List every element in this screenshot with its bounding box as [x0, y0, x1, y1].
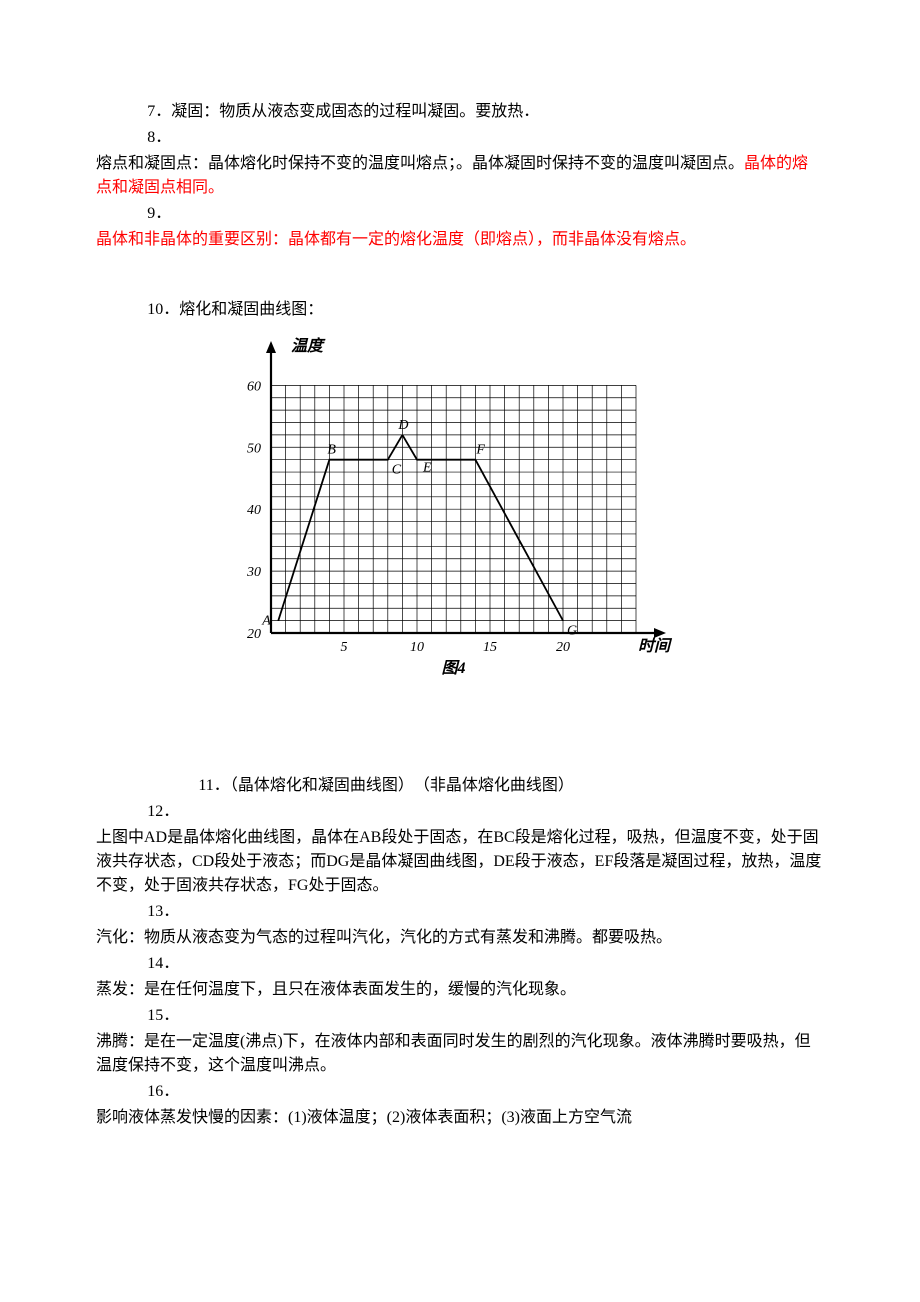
item-13: 13． [96, 900, 824, 924]
svg-text:A: A [261, 614, 271, 629]
item-12-body: 上图中AD是晶体熔化曲线图，晶体在AB段处于固态，在BC段是熔化过程，吸热，但温… [96, 826, 824, 898]
item-9-num: 9． [147, 205, 171, 222]
item-11-text: （晶体熔化和凝固曲线图） （非晶体熔化曲线图） [230, 777, 574, 794]
svg-text:20: 20 [556, 640, 570, 655]
item-10: 10．熔化和凝固曲线图： [96, 298, 824, 322]
svg-text:E: E [422, 461, 432, 476]
item-13-body: 汽化：物质从液态变为气态的过程叫汽化，汽化的方式有蒸发和沸腾。都要吸热。 [96, 926, 824, 950]
item-11: 11．（晶体熔化和凝固曲线图） （非晶体熔化曲线图） [96, 774, 824, 798]
item-16-body: 影响液体蒸发快慢的因素：(1)液体温度；(2)液体表面积；(3)液面上方空气流 [96, 1106, 824, 1130]
item-15-num: 15． [147, 1007, 179, 1024]
svg-text:15: 15 [483, 640, 497, 655]
item-14-num: 14． [147, 955, 179, 972]
svg-text:G: G [567, 624, 577, 639]
item-16-num: 16． [147, 1083, 179, 1100]
item-12-num: 12． [147, 803, 179, 820]
item-8-num: 8． [147, 129, 171, 146]
svg-text:B: B [327, 443, 336, 458]
item-14-body: 蒸发：是在任何温度下，且只在液体表面发生的，缓慢的汽化现象。 [96, 978, 824, 1002]
svg-text:5: 5 [341, 640, 348, 655]
item-8-body-black: 熔点和凝固点：晶体熔化时保持不变的温度叫熔点；。晶体凝固时保持不变的温度叫凝固点… [96, 155, 744, 172]
svg-text:30: 30 [246, 565, 261, 580]
svg-text:50: 50 [247, 441, 261, 456]
svg-text:D: D [397, 418, 408, 433]
item-13-num: 13． [147, 903, 179, 920]
item-8: 8． [96, 126, 824, 150]
item-16: 16． [96, 1080, 824, 1104]
item-12: 12． [96, 800, 824, 824]
svg-text:20: 20 [247, 627, 261, 642]
svg-text:温度: 温度 [291, 337, 326, 355]
item-9: 9． [96, 202, 824, 226]
svg-text:C: C [392, 463, 402, 478]
melting-solidification-chart: 20 30 40 50 60 5 10 15 20 温度时间 A B C D E F G 图4 [206, 328, 824, 698]
item-7-text: 凝固：物质从液态变成固态的过程叫凝固。要放热． [171, 103, 539, 120]
spacer-2 [96, 704, 824, 774]
chart-svg: 20 30 40 50 60 5 10 15 20 温度时间 A B C D E F G 图4 [206, 328, 686, 698]
svg-text:图4: 图4 [441, 659, 465, 677]
item-10-num: 10． [147, 301, 179, 318]
spacer-1 [96, 254, 824, 298]
item-9-body: 晶体和非晶体的重要区别：晶体都有一定的熔化温度（即熔点），而非晶体没有熔点。 [96, 228, 824, 252]
item-10-text: 熔化和凝固曲线图： [179, 301, 323, 318]
item-7-num: 7． [147, 103, 171, 120]
item-8-body: 熔点和凝固点：晶体熔化时保持不变的温度叫熔点；。晶体凝固时保持不变的温度叫凝固点… [96, 152, 824, 200]
svg-text:40: 40 [247, 503, 261, 518]
item-7: 7．凝固：物质从液态变成固态的过程叫凝固。要放热． [96, 100, 824, 124]
item-15: 15． [96, 1004, 824, 1028]
svg-text:时间: 时间 [638, 637, 673, 655]
item-14: 14． [96, 952, 824, 976]
svg-text:60: 60 [247, 379, 261, 394]
svg-text:10: 10 [410, 640, 424, 655]
item-11-num: 11． [198, 777, 229, 794]
item-15-body: 沸腾：是在一定温度(沸点)下，在液体内部和表面同时发生的剧烈的汽化现象。液体沸腾… [96, 1030, 824, 1078]
svg-text:F: F [475, 443, 485, 458]
